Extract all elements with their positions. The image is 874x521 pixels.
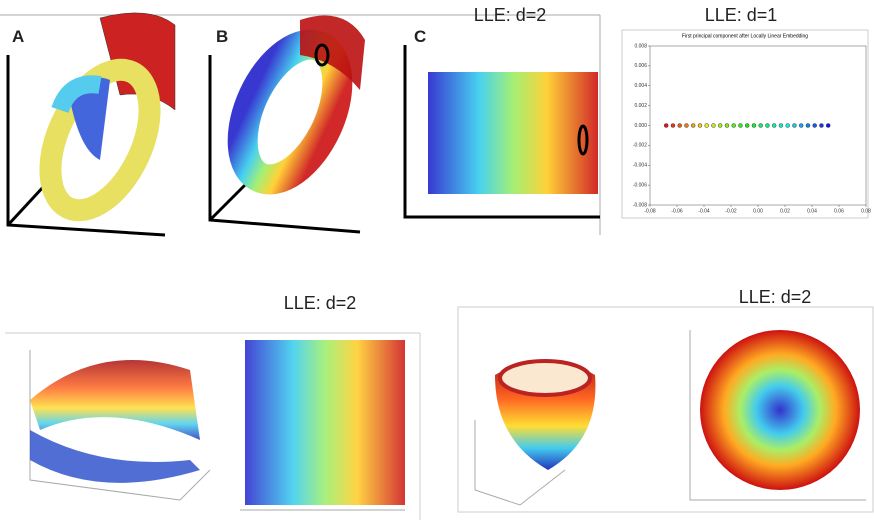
y-tick-label: -0.004	[633, 163, 647, 169]
y-tick-label: 0.002	[634, 103, 647, 109]
chart-frame	[621, 29, 869, 219]
x-tick-label: 0.04	[807, 208, 817, 214]
y-tick-label: 0.006	[634, 63, 647, 69]
point	[819, 123, 824, 128]
point	[704, 123, 709, 128]
y-tick-label: -0.006	[633, 182, 647, 188]
point	[745, 123, 750, 128]
y-tick-label: 0.004	[634, 83, 647, 89]
point	[758, 123, 763, 128]
x-tick-label: 0.00	[753, 208, 763, 214]
point	[751, 123, 757, 128]
y-tick-label: -0.002	[633, 143, 647, 149]
x-tick-label: -0.02	[725, 208, 737, 214]
point	[711, 123, 716, 128]
point	[792, 123, 797, 128]
point	[799, 123, 804, 128]
x-tick-label: -0.04	[698, 208, 710, 214]
point	[691, 123, 696, 128]
x-tick-label: 0.06	[834, 208, 844, 214]
point	[778, 123, 784, 128]
chart-title: First principal component after Locally …	[682, 33, 808, 39]
figure-swiss-roll	[0, 12, 601, 237]
point	[826, 123, 831, 128]
x-tick-label: -0.06	[671, 208, 683, 214]
point	[805, 123, 811, 128]
point	[664, 123, 669, 128]
y-tick-label: 0.000	[634, 123, 647, 129]
y-tick-label: 0.008	[634, 43, 647, 49]
point	[765, 123, 770, 128]
point	[785, 123, 790, 128]
panel-title: LLE: d=2	[474, 5, 547, 25]
x-tick-label: 0.08	[861, 208, 871, 214]
point	[772, 123, 777, 128]
panel-title: LLE: d=2	[739, 287, 812, 307]
panel-label: A	[12, 27, 24, 46]
point	[718, 123, 723, 128]
point	[731, 123, 736, 128]
panel-title: LLE: d=1	[705, 5, 778, 25]
point	[812, 123, 817, 128]
point	[677, 123, 682, 128]
x-tick-label: 0.02	[780, 208, 790, 214]
panel-label: C	[414, 27, 426, 46]
point	[697, 123, 703, 128]
x-tick-label: -0.08	[644, 208, 656, 214]
y-tick-label: -0.008	[633, 202, 647, 208]
point	[684, 123, 689, 128]
panel-title: LLE: d=2	[284, 293, 357, 313]
figure-scurve	[5, 332, 421, 520]
point	[738, 123, 743, 128]
figure-bowl	[457, 306, 874, 513]
point	[670, 123, 676, 128]
panel-label: B	[216, 27, 228, 46]
chart: -0.08 -0.06 -0.04 -0.02 0.00 0.02 0.04 0.06 0.08…	[633, 43, 871, 214]
point	[724, 123, 730, 128]
